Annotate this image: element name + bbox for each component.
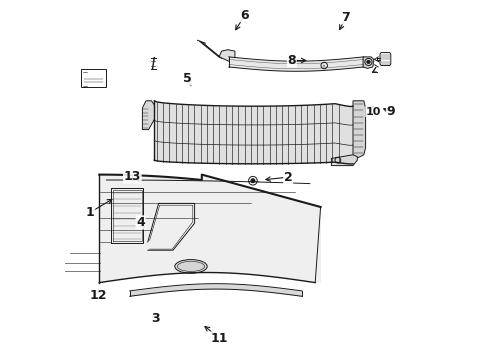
Polygon shape — [219, 50, 235, 61]
Text: 6: 6 — [241, 9, 249, 22]
Text: 11: 11 — [211, 332, 228, 345]
Text: 13: 13 — [123, 170, 141, 183]
Text: 8: 8 — [288, 54, 296, 67]
Text: 10: 10 — [366, 107, 381, 117]
Text: 7: 7 — [342, 11, 350, 24]
Polygon shape — [331, 155, 357, 166]
Text: 3: 3 — [151, 312, 159, 325]
Ellipse shape — [175, 260, 207, 273]
Circle shape — [251, 179, 255, 183]
Polygon shape — [353, 101, 366, 160]
Text: 5: 5 — [183, 72, 192, 85]
Polygon shape — [363, 57, 374, 68]
Text: 12: 12 — [90, 289, 107, 302]
Text: 2: 2 — [284, 171, 293, 184]
Circle shape — [367, 60, 370, 64]
Text: 4: 4 — [136, 216, 145, 229]
Text: 1: 1 — [86, 206, 95, 219]
Polygon shape — [143, 101, 157, 130]
Text: 9: 9 — [387, 105, 395, 118]
